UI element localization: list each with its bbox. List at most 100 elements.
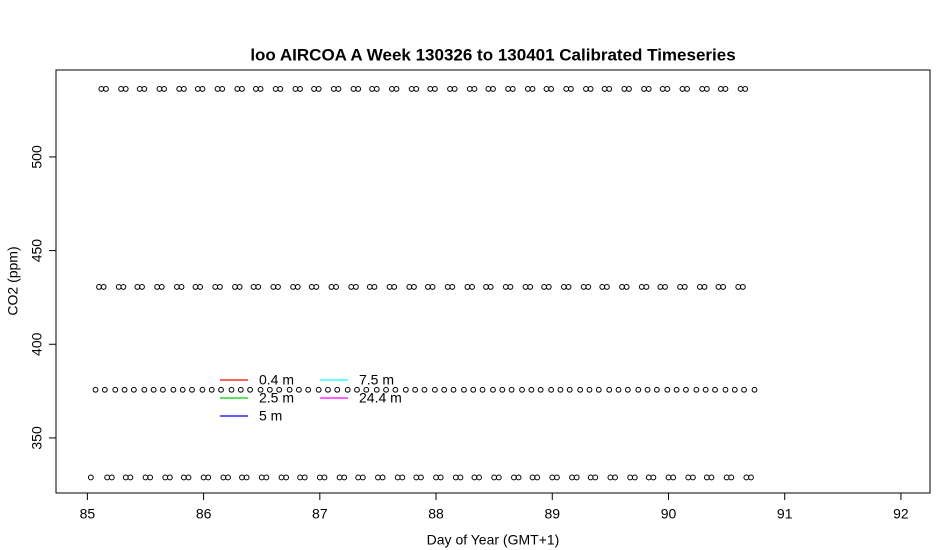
data-point [141, 386, 148, 393]
data-point [519, 386, 525, 393]
data-point [722, 86, 729, 92]
data-point [402, 386, 409, 393]
data-point [199, 86, 206, 92]
data-point [333, 284, 339, 290]
data-point [158, 284, 165, 290]
data-point [450, 386, 457, 393]
data-point [178, 284, 185, 290]
data-point [702, 386, 709, 393]
data-point [670, 474, 677, 481]
data-point [255, 284, 262, 290]
data-point [595, 386, 602, 393]
data-point [355, 86, 362, 92]
x-tick-label: 92 [893, 506, 909, 522]
data-point [139, 284, 145, 290]
data-point [185, 474, 192, 481]
data-point [673, 386, 680, 393]
data-point [344, 386, 351, 393]
data-point [470, 386, 477, 393]
data-point [429, 284, 436, 290]
data-point [585, 284, 592, 290]
data-point [741, 386, 747, 393]
data-point [413, 86, 420, 92]
data-point [437, 474, 444, 481]
data-point [127, 474, 134, 481]
data-point [664, 386, 671, 393]
data-point [313, 284, 320, 290]
data-point [508, 386, 515, 393]
data-point [257, 86, 264, 92]
data-point [315, 86, 322, 92]
data-point [166, 474, 173, 481]
data-point [566, 386, 573, 393]
data-point [92, 386, 99, 393]
data-point [461, 386, 467, 393]
data-point [587, 86, 594, 92]
data-point [703, 86, 710, 92]
data-point [528, 386, 535, 393]
data-point [101, 386, 108, 393]
x-tick-label: 88 [428, 506, 444, 522]
data-point [325, 386, 331, 393]
data-point [681, 284, 688, 290]
data-point [275, 284, 281, 290]
data-point [565, 284, 572, 290]
data-point [557, 386, 564, 393]
data-point [301, 474, 308, 481]
data-point [218, 386, 224, 393]
y-tick-label: 500 [29, 145, 45, 169]
data-point [216, 284, 223, 290]
data-point [371, 284, 378, 290]
data-point [147, 474, 154, 481]
data-point [606, 386, 613, 393]
x-tick-label: 90 [661, 506, 677, 522]
data-point [383, 386, 389, 393]
y-axis-label: CO2 (ppm) [5, 246, 21, 315]
data-point [471, 86, 478, 92]
data-point [412, 386, 419, 393]
data-point [567, 86, 574, 92]
data-point [277, 86, 284, 92]
data-point [421, 386, 428, 393]
data-point [515, 474, 522, 481]
data-point [352, 284, 359, 290]
data-point [527, 284, 534, 290]
data-point [160, 386, 166, 393]
data-point [708, 474, 715, 481]
data-point [219, 86, 226, 92]
data-point [490, 386, 496, 393]
x-tick-label: 85 [80, 506, 96, 522]
data-point [363, 386, 370, 393]
data-point [650, 474, 657, 481]
data-point [112, 386, 119, 393]
data-point [321, 474, 328, 481]
data-point [643, 284, 650, 290]
x-tick-label: 87 [312, 506, 328, 522]
data-point [276, 386, 283, 393]
data-point [490, 86, 496, 92]
y-tick-label: 350 [29, 426, 45, 450]
data-point [243, 474, 250, 481]
data-point [624, 386, 631, 393]
data-point [121, 386, 128, 393]
data-point [239, 86, 245, 92]
data-point [431, 86, 438, 92]
x-axis-label: Day of Year (GMT+1) [427, 532, 560, 548]
data-point [335, 86, 342, 92]
data-point [100, 284, 107, 290]
data-point [631, 474, 638, 481]
data-point [286, 386, 293, 393]
data-point [225, 474, 231, 481]
data-point [742, 86, 749, 92]
data-point [683, 386, 689, 393]
data-point [690, 474, 696, 481]
data-point [626, 86, 632, 92]
data-point [731, 386, 738, 393]
data-point [208, 386, 215, 393]
data-point [122, 86, 129, 92]
legend-label: 7.5 m [359, 372, 394, 388]
data-point [431, 386, 438, 393]
data-point [379, 474, 386, 481]
data-point [623, 284, 630, 290]
data-point [728, 474, 735, 481]
